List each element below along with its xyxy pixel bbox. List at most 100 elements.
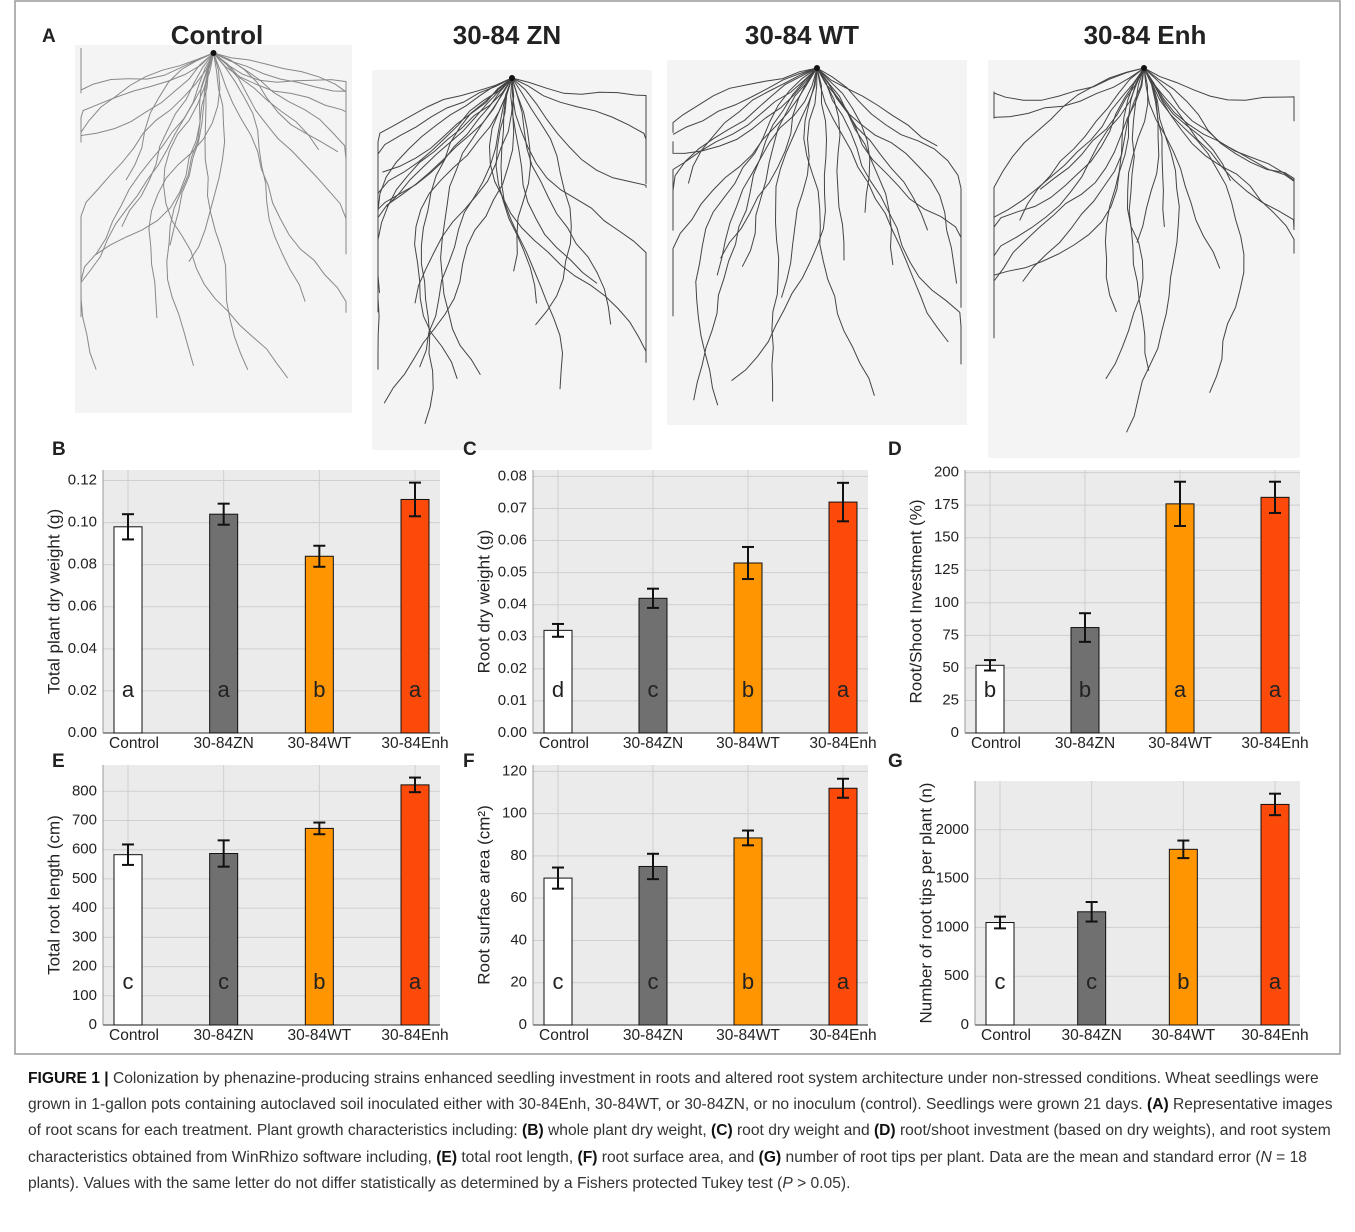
y-tick-label: 0: [961, 1016, 969, 1033]
caption-run: (C): [711, 1122, 733, 1140]
group-letter: a: [837, 969, 850, 994]
error-bar: [742, 545, 754, 581]
root-drawing: [672, 67, 962, 406]
y-tick-label: 800: [72, 782, 97, 799]
root-strand: [121, 52, 214, 227]
bar: [209, 853, 239, 1026]
bar: [113, 854, 143, 1026]
bar: [1260, 496, 1290, 734]
caption-run: (B): [522, 1122, 544, 1140]
group-letter: c: [648, 969, 659, 994]
root-strand: [80, 52, 214, 143]
root-strand: [695, 67, 818, 406]
root-strand: [420, 77, 513, 424]
x-tick-label: 30-84ZN: [623, 1027, 683, 1044]
group-letter: b: [313, 677, 325, 702]
y-tick-label: 150: [934, 529, 959, 546]
error-bar: [647, 852, 659, 881]
group-letter: d: [552, 677, 564, 702]
error-bar: [313, 544, 326, 568]
root-strand: [741, 67, 818, 267]
root-strand: [377, 77, 513, 210]
error-bar: [837, 777, 849, 799]
caption-run: P: [782, 1174, 793, 1192]
root-strand: [80, 52, 214, 137]
error-bar: [552, 866, 564, 890]
root-scan: [372, 70, 652, 450]
bar: [1070, 627, 1100, 734]
root-strand: [414, 77, 513, 379]
root-strand: [377, 77, 513, 370]
root-strand: [213, 52, 339, 153]
y-tick-label: 50: [942, 659, 959, 676]
root-strand: [1143, 67, 1231, 182]
root-strand: [993, 67, 1145, 119]
y-tick-label: 500: [72, 870, 97, 887]
group-letter: b: [313, 969, 325, 994]
y-tick-label: 100: [502, 805, 527, 822]
root-strand: [377, 77, 513, 232]
root-strand: [80, 48, 214, 94]
y-tick-label: 0.04: [68, 640, 97, 657]
bar: [975, 664, 1005, 734]
group-letter: c: [218, 969, 229, 994]
bar: [1165, 503, 1195, 734]
error-bar: [122, 843, 134, 866]
y-tick-label: 60: [510, 889, 527, 906]
root-strand: [125, 52, 214, 181]
y-tick-label: 0.10: [68, 514, 97, 531]
error-bar: [313, 821, 326, 836]
x-tick-label: 30-84Enh: [381, 735, 448, 752]
root-crown: [210, 50, 217, 56]
plot-background: [103, 765, 440, 1025]
y-tick-label: 1000: [936, 918, 969, 935]
y-axis-label: Root/Shoot Investment (%): [906, 499, 925, 703]
root-strand: [803, 67, 875, 396]
x-tick-label: 30-84WT: [1148, 735, 1212, 752]
error-bar: [409, 776, 421, 794]
panel-label: C: [463, 439, 477, 460]
y-tick-label: 0: [951, 724, 959, 741]
group-letter: a: [409, 969, 422, 994]
y-axis-label: Total root length (cm): [44, 815, 63, 975]
root-scan: [75, 45, 352, 413]
y-axis-label: Root surface area (cm²): [474, 805, 493, 985]
bar: [113, 526, 143, 734]
y-tick-label: 0.12: [68, 471, 97, 488]
x-tick-label: Control: [539, 735, 589, 752]
x-tick-label: 30-84WT: [716, 1027, 780, 1044]
panel-label: F: [463, 751, 475, 772]
error-bar: [1085, 901, 1098, 923]
y-tick-label: 80: [510, 847, 527, 864]
root-strand: [1143, 67, 1165, 227]
y-axis-label: Root dry weight (g): [474, 530, 493, 674]
group-letter: b: [984, 677, 996, 702]
bar: [209, 513, 239, 734]
figure: A Control 30-84 ZN 30-84 WT 30-84 Enh 0.00 0.…: [14, 0, 1341, 1055]
group-letter: b: [1079, 677, 1091, 702]
group-letter: c: [123, 969, 134, 994]
root-strand: [816, 67, 938, 147]
scan-title: 30-84 Enh: [1084, 20, 1207, 50]
y-tick-label: 0.02: [68, 682, 97, 699]
caption-run: root surface area, and: [597, 1148, 759, 1166]
root-strand: [511, 77, 647, 188]
group-letter: a: [409, 677, 422, 702]
root-strand: [213, 52, 347, 131]
scan-title: Control: [171, 20, 263, 50]
root-strand: [1143, 67, 1221, 269]
plot-background: [533, 470, 868, 733]
y-tick-label: 40: [510, 931, 527, 948]
y-tick-label: 120: [502, 762, 527, 779]
root-strand: [816, 67, 949, 343]
x-tick-label: 30-84ZN: [1062, 1027, 1122, 1044]
root-strand: [816, 67, 894, 266]
y-tick-label: 0.06: [498, 532, 527, 549]
root-strand: [188, 52, 226, 262]
y-tick-label: 20: [510, 974, 527, 991]
root-strand: [80, 52, 214, 306]
root-strand: [771, 67, 818, 402]
root-strand: [687, 67, 818, 184]
y-tick-label: 0.01: [498, 692, 527, 709]
y-tick-label: 0.03: [498, 628, 527, 645]
